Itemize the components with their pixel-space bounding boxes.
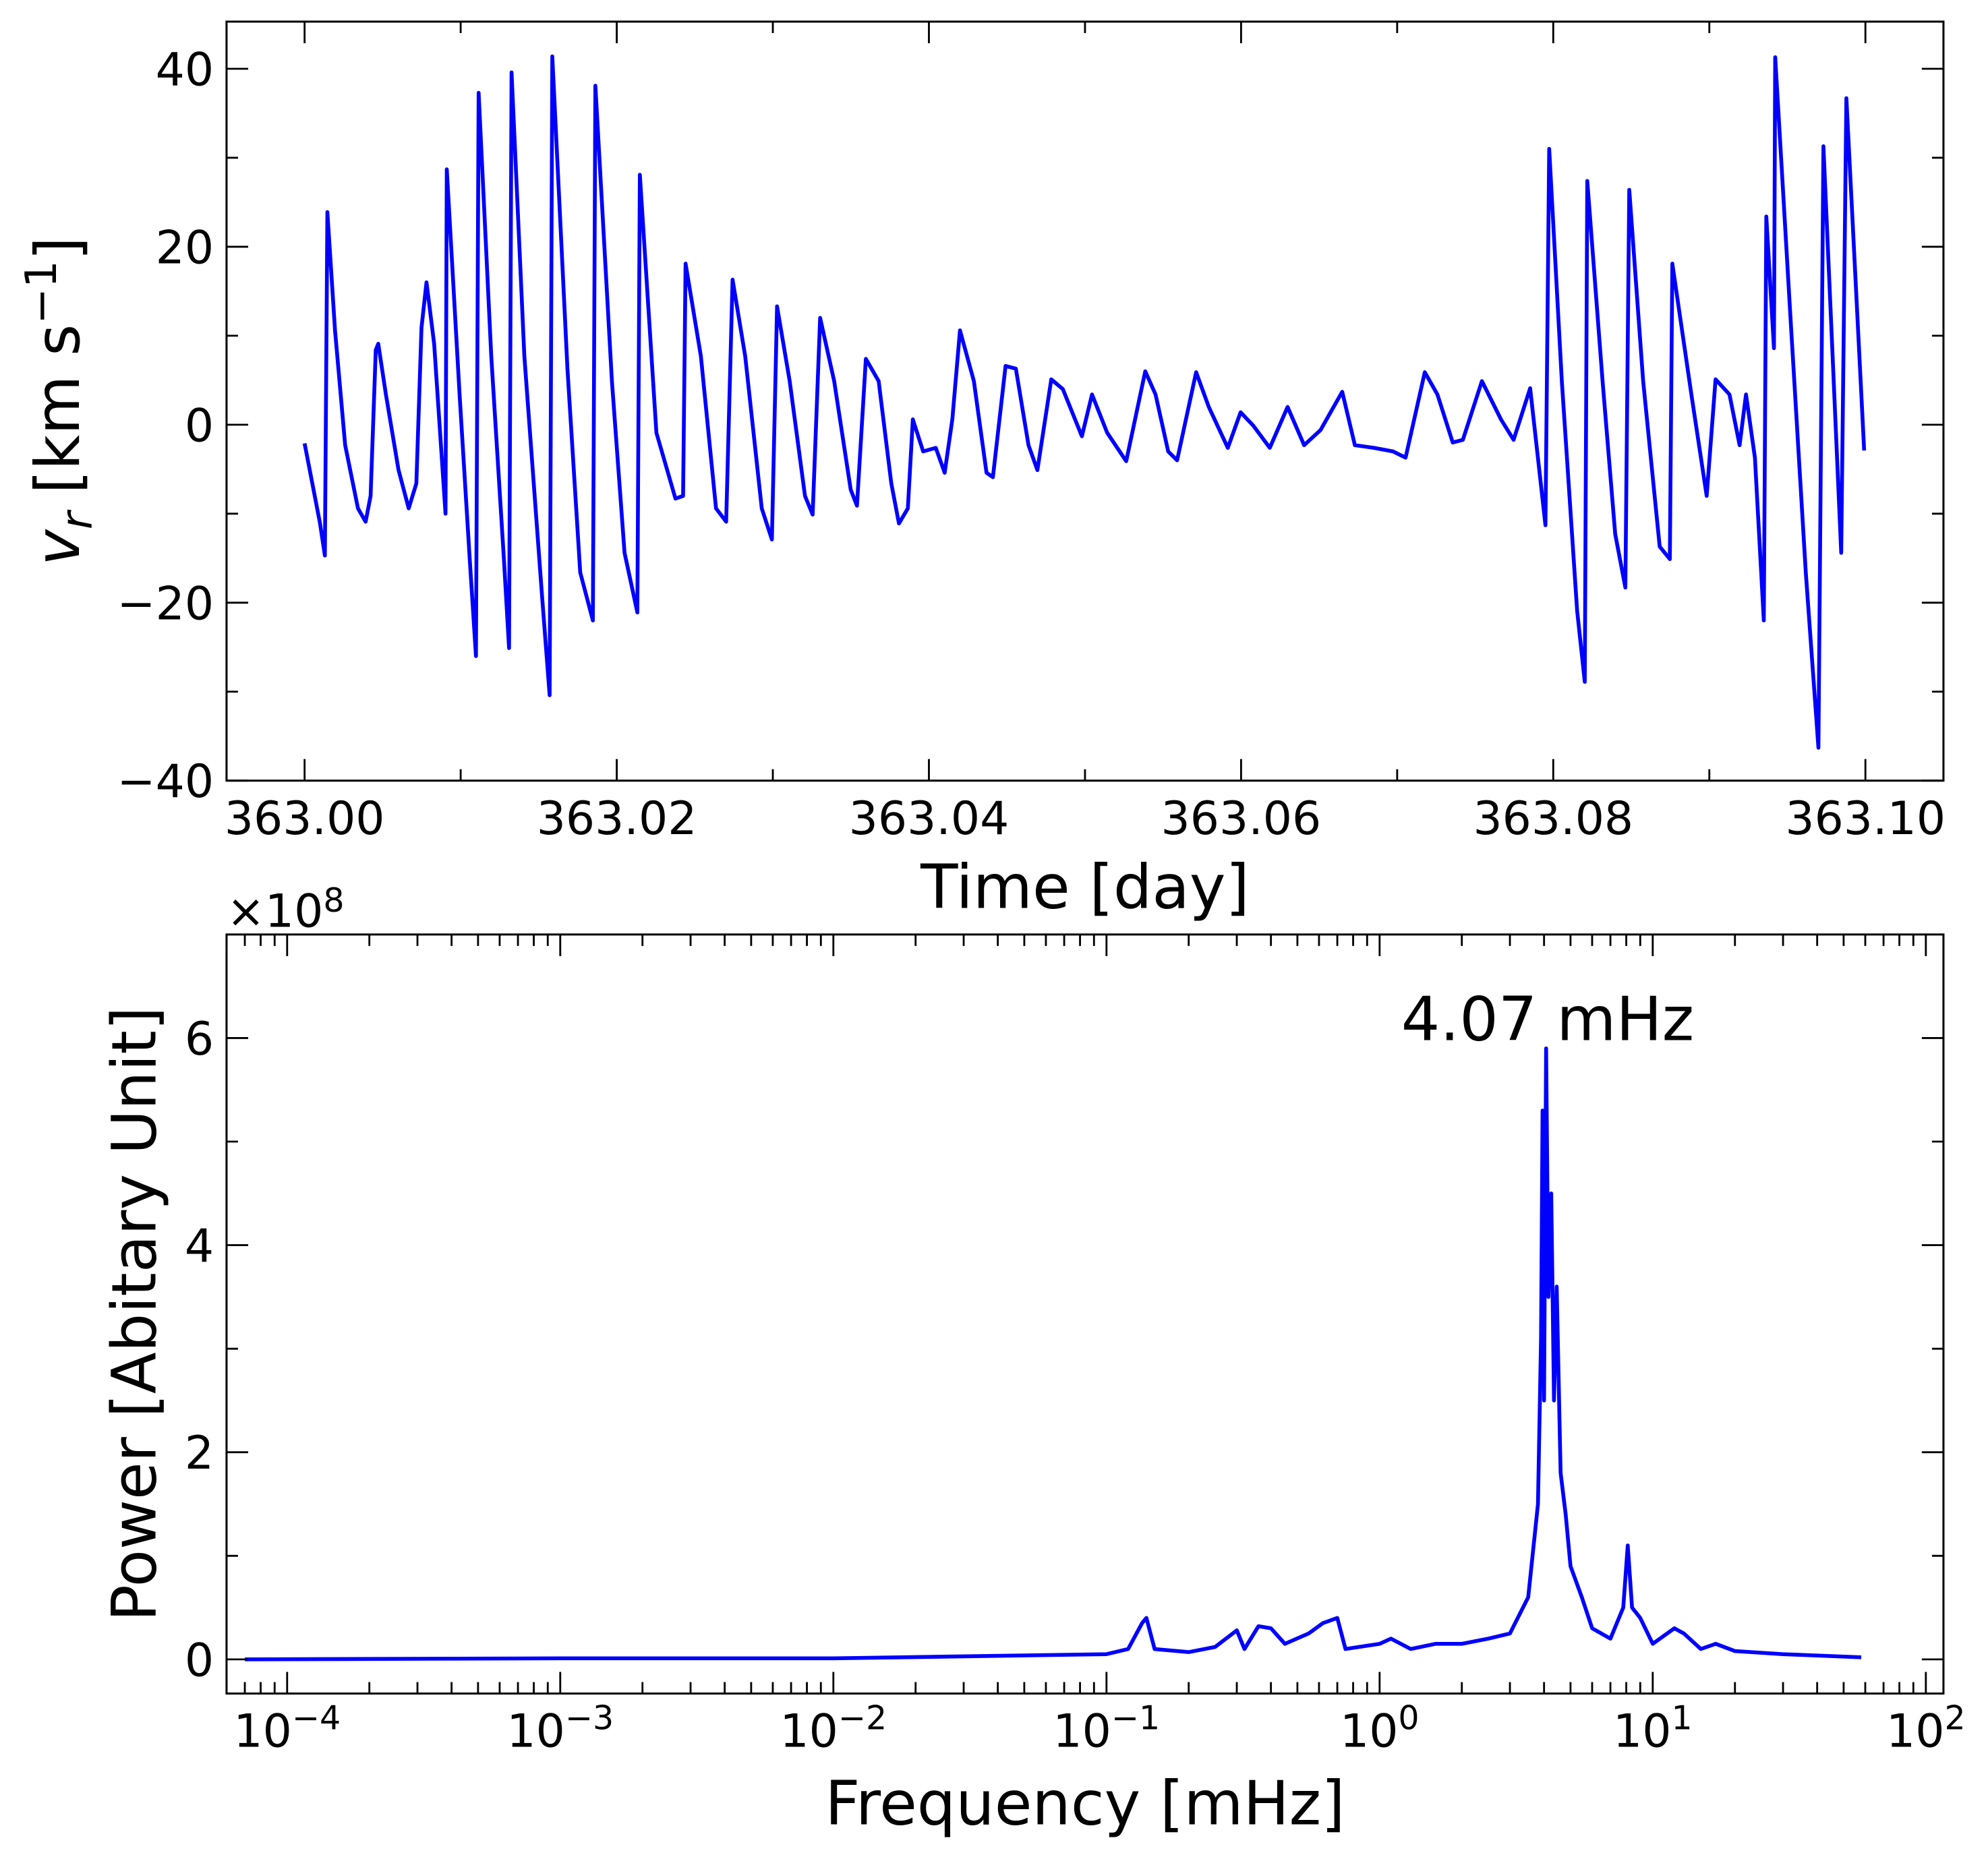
x-tick-exp: −3 — [565, 1698, 614, 1737]
x-tick-label: 100 — [1340, 1698, 1420, 1758]
x-tick-base: 10 — [506, 1705, 564, 1759]
x-tick-base: 10 — [1053, 1705, 1111, 1759]
x-tick-exp: −2 — [838, 1698, 887, 1737]
peak-annotation: 4.07 mHz — [1401, 984, 1694, 1055]
y-tick-label: 0 — [185, 1634, 214, 1687]
y-label-unit: [km s — [23, 324, 94, 494]
offset-base: ×10 — [227, 885, 323, 939]
y-axis-label: vr [km s−1] — [16, 237, 103, 566]
data-line — [245, 1046, 1862, 1661]
x-tick-exp: −4 — [292, 1698, 341, 1737]
x-tick-exp: 2 — [1944, 1698, 1965, 1737]
x-tick-base: 10 — [1886, 1705, 1944, 1759]
y-tick-label: −40 — [117, 755, 214, 808]
x-tick-label: 101 — [1613, 1698, 1693, 1758]
y-tick-label: 2 — [185, 1427, 214, 1480]
axes-frame — [225, 933, 1945, 1695]
y-label-sub: r — [52, 509, 103, 529]
x-tick-label: 10−2 — [780, 1698, 887, 1758]
x-tick-base: 10 — [233, 1705, 291, 1759]
y-tick-label: 20 — [156, 221, 214, 274]
x-axis-label: Frequency [mHz] — [825, 1769, 1345, 1839]
x-tick-exp: 1 — [1671, 1698, 1692, 1737]
y-label-sup: −1 — [16, 260, 67, 324]
x-tick-label: 363.08 — [1473, 792, 1633, 846]
x-tick-label: 363.06 — [1161, 792, 1322, 846]
y-label-close: ] — [23, 237, 94, 260]
x-tick-label: 10−1 — [1053, 1698, 1160, 1758]
x-tick-exp: −1 — [1111, 1698, 1160, 1737]
x-tick-base: 10 — [780, 1705, 838, 1759]
x-tick-label: 102 — [1886, 1698, 1966, 1758]
x-tick-exp: 0 — [1398, 1698, 1419, 1737]
offset-label: ×108 — [227, 881, 345, 939]
y-tick-label: 6 — [185, 1013, 214, 1066]
axes-frame — [225, 20, 1945, 782]
x-tick-label: 10−3 — [506, 1698, 614, 1758]
offset-exp: 8 — [323, 881, 344, 920]
x-tick-label: 363.00 — [225, 792, 385, 846]
x-tick-label: 363.02 — [537, 792, 697, 846]
y-tick-label: 0 — [185, 399, 214, 452]
y-axis-label: Power [Abitary Unit] — [99, 1007, 170, 1622]
x-tick-label: 363.04 — [849, 792, 1010, 846]
x-tick-base: 10 — [1613, 1705, 1671, 1759]
x-axis-label: Time [day] — [920, 852, 1250, 922]
y-tick-label: −20 — [117, 577, 214, 630]
x-tick-label: 363.10 — [1785, 792, 1946, 846]
x-tick-base: 10 — [1340, 1705, 1398, 1759]
y-label-symbol: v — [23, 529, 94, 566]
data-line — [302, 54, 1867, 750]
y-tick-label: 4 — [185, 1220, 214, 1273]
y-tick-label: 40 — [156, 44, 214, 97]
x-tick-label: 10−4 — [233, 1698, 341, 1758]
